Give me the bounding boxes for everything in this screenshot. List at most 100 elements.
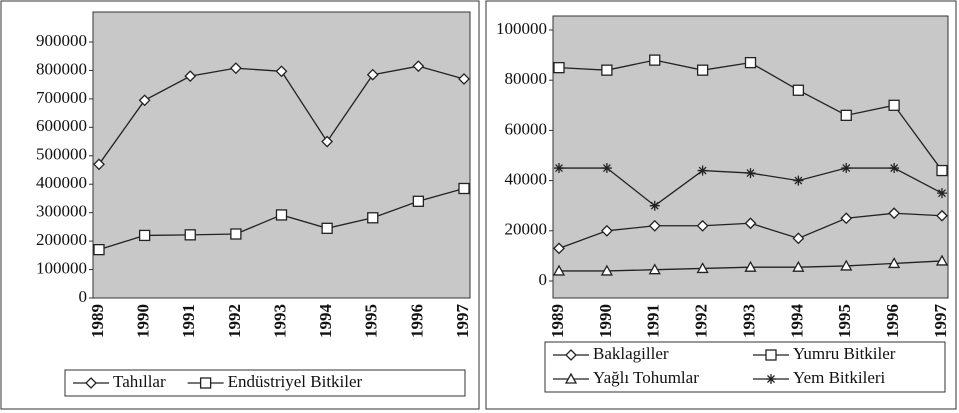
marker [600, 264, 613, 276]
panel [485, 0, 957, 410]
y-tick-label: 600000 [36, 116, 87, 135]
legend-label: Yem Bitkileri [793, 368, 886, 387]
marker [601, 163, 612, 174]
marker [649, 54, 661, 66]
x-tick-label: 1994 [316, 304, 335, 339]
y-tick-label: 300000 [36, 202, 87, 221]
x-tick-label: 1992 [692, 304, 711, 338]
marker [138, 94, 151, 107]
marker [696, 219, 709, 232]
marker [840, 109, 852, 121]
marker [85, 377, 97, 389]
marker [936, 164, 948, 177]
x-tick-label: 1991 [179, 304, 198, 338]
marker [792, 260, 805, 272]
marker [553, 242, 565, 255]
y-tick-label: 200000 [36, 230, 87, 249]
marker [199, 377, 212, 389]
marker [412, 195, 425, 207]
y-tick-label: 60000 [505, 119, 548, 138]
y-tick-label: 0 [539, 270, 548, 289]
x-tick-label: 1996 [407, 304, 426, 338]
marker [553, 62, 565, 74]
marker [554, 163, 564, 174]
marker [935, 254, 949, 266]
marker [888, 99, 900, 111]
marker [696, 64, 709, 76]
marker [367, 212, 379, 224]
marker [840, 259, 853, 271]
x-tick-label: 1997 [931, 304, 950, 339]
marker [936, 209, 948, 222]
marker [564, 372, 578, 384]
marker [275, 209, 288, 221]
marker [552, 264, 566, 276]
marker [601, 64, 613, 76]
x-tick-label: 1990 [134, 304, 153, 338]
marker [744, 56, 757, 69]
marker [937, 188, 947, 199]
marker [765, 349, 777, 361]
marker [412, 60, 425, 73]
panel [0, 0, 480, 410]
y-tick-label: 100000 [36, 258, 87, 277]
marker [366, 68, 379, 81]
marker [229, 62, 242, 75]
y-tick-label: 800000 [36, 59, 87, 78]
legend-label: Baklagiller [593, 344, 669, 363]
y-tick-label: 100000 [496, 19, 547, 38]
marker [321, 222, 333, 234]
marker [648, 219, 661, 232]
marker [696, 262, 709, 274]
marker [745, 168, 756, 179]
legend-label: Yağlı Tohumlar [593, 368, 699, 387]
x-tick-label: 1990 [596, 304, 615, 338]
legend-label: Endüstriyel Bitkiler [228, 372, 363, 391]
x-tick-label: 1996 [883, 304, 902, 338]
marker [184, 70, 197, 83]
marker [600, 224, 613, 237]
y-tick-label: 400000 [36, 173, 87, 192]
y-tick-label: 0 [79, 287, 88, 306]
x-tick-label: 1997 [453, 304, 472, 339]
x-tick-label: 1989 [548, 304, 567, 338]
marker [744, 260, 757, 272]
marker [793, 175, 804, 186]
marker [888, 257, 901, 269]
marker [458, 73, 470, 85]
legend [544, 341, 946, 393]
marker [138, 229, 151, 242]
marker [792, 232, 805, 245]
marker [565, 349, 577, 361]
marker [792, 84, 805, 96]
marker [321, 135, 334, 148]
legend [64, 369, 466, 397]
x-tick-label: 1993 [270, 304, 289, 338]
marker [697, 165, 708, 176]
marker [275, 65, 288, 78]
marker [648, 263, 661, 275]
legend-label: Tahıllar [113, 372, 166, 391]
marker [889, 163, 900, 174]
x-tick-label: 1992 [225, 304, 244, 338]
marker [744, 217, 757, 230]
x-tick-label: 1993 [739, 304, 758, 338]
x-tick-label: 1994 [787, 304, 806, 339]
y-tick-label: 500000 [36, 145, 87, 164]
marker [766, 374, 776, 384]
y-tick-label: 80000 [505, 69, 548, 88]
legend-label: Yumru Bitkiler [793, 344, 896, 363]
marker [230, 228, 242, 240]
x-tick-label: 1991 [644, 304, 663, 338]
y-tick-label: 700000 [36, 88, 87, 107]
x-tick-label: 1995 [362, 304, 381, 338]
marker [840, 212, 853, 225]
marker [184, 229, 196, 241]
x-tick-label: 1989 [88, 304, 107, 338]
y-tick-label: 20000 [505, 220, 548, 239]
plot-area [92, 11, 471, 299]
marker [93, 158, 105, 171]
x-tick-label: 1995 [835, 304, 854, 338]
y-tick-label: 40000 [505, 170, 548, 189]
